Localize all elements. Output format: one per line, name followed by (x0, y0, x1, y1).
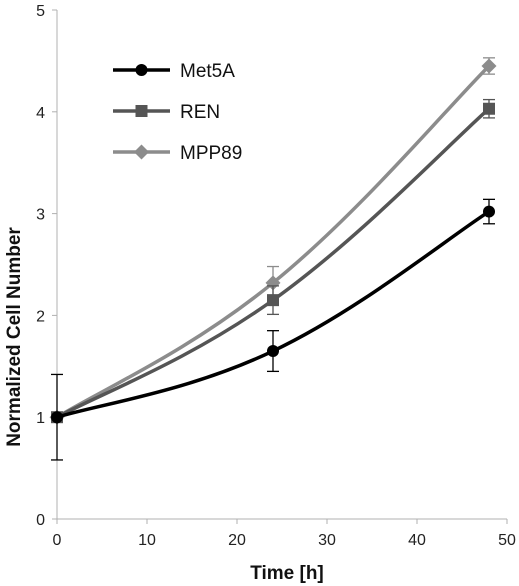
y-tick-label: 3 (36, 207, 45, 224)
x-tick-label: 10 (138, 532, 156, 549)
series-group (49, 57, 497, 461)
legend-item-mpp89: MPP89 (113, 143, 242, 164)
x-tick-label: 50 (498, 532, 516, 549)
data-point (267, 294, 279, 307)
data-point (267, 345, 279, 358)
data-point (51, 411, 63, 424)
x-tick-label: 20 (228, 532, 246, 549)
legend-label: REN (180, 102, 220, 123)
legend-item-met5a: Met5A (113, 61, 235, 82)
legend-item-ren: REN (113, 102, 220, 123)
data-point (483, 205, 495, 218)
series-ren (51, 98, 495, 424)
y-tick-label: 5 (36, 3, 45, 20)
legend-label: Met5A (180, 61, 235, 82)
legend-marker (135, 64, 148, 76)
legend-label: MPP89 (180, 143, 242, 164)
x-tick-label: 40 (408, 532, 426, 549)
data-point (265, 275, 281, 291)
y-axis-title: Normalized Cell Number (4, 227, 25, 447)
x-tick-label: 30 (318, 532, 336, 549)
legend-marker (135, 105, 148, 117)
data-point (483, 102, 495, 115)
y-tick-label: 0 (36, 512, 45, 529)
series-met5a (51, 198, 495, 461)
x-axis-title: Time [h] (250, 563, 324, 584)
y-tick-label: 4 (36, 105, 45, 122)
x-tick-label: 0 (53, 532, 62, 549)
axes (52, 9, 508, 524)
legend: Met5A REN MPP89 (113, 61, 242, 164)
y-tick-label: 1 (36, 410, 45, 427)
legend-marker (134, 144, 149, 160)
data-point (481, 58, 497, 74)
y-tick-label: 2 (36, 308, 45, 325)
